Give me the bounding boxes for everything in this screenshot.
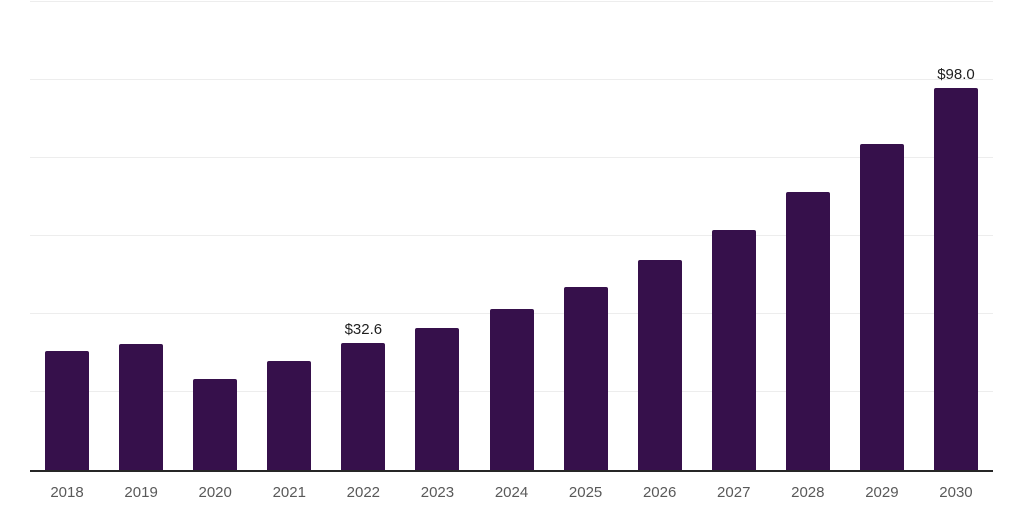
bar-2024 bbox=[489, 309, 534, 470]
bar-2028 bbox=[785, 191, 830, 470]
x-tick-label-2027: 2027 bbox=[717, 484, 751, 501]
band-2027 bbox=[697, 2, 771, 470]
x-tick-label-2028: 2028 bbox=[791, 484, 825, 501]
bar-value-label-2030: $98.0 bbox=[937, 65, 975, 83]
bar-2030 bbox=[933, 87, 978, 470]
band-2019 bbox=[104, 2, 178, 470]
bar-2023 bbox=[415, 328, 460, 470]
bar-2025 bbox=[563, 286, 608, 470]
x-tick-label-2025: 2025 bbox=[568, 484, 603, 501]
x-tick-label-2024: 2024 bbox=[494, 484, 529, 501]
x-tick-label-2026: 2026 bbox=[642, 484, 677, 501]
bar-2019 bbox=[119, 343, 164, 470]
band-2028 bbox=[771, 2, 845, 470]
band-2030: $98.0 bbox=[919, 2, 993, 470]
band-2025 bbox=[549, 2, 623, 470]
bar-2022 bbox=[341, 342, 386, 470]
bar-2029 bbox=[859, 144, 904, 470]
bar-2026 bbox=[637, 259, 682, 470]
gridline-60 bbox=[30, 235, 993, 236]
x-tick-label-2021: 2021 bbox=[272, 484, 306, 501]
x-tick-label-2019: 2019 bbox=[124, 484, 158, 501]
band-2021 bbox=[252, 2, 326, 470]
bar-value-label-2022: $32.6 bbox=[344, 320, 383, 338]
bar-2020 bbox=[193, 379, 238, 470]
band-2020 bbox=[178, 2, 252, 470]
gridline-100 bbox=[30, 79, 993, 80]
bar-2018 bbox=[45, 351, 90, 470]
x-tick-label-2030: 2030 bbox=[939, 484, 973, 501]
plot-area: $32.6 $98.0 bbox=[30, 1, 993, 472]
gridline-80 bbox=[30, 157, 993, 159]
band-2022: $32.6 bbox=[326, 2, 400, 470]
band-2024 bbox=[474, 2, 548, 470]
bar-2021 bbox=[267, 361, 312, 470]
x-tick-label-2022: 2022 bbox=[346, 484, 381, 501]
x-tick-label-2018: 2018 bbox=[50, 484, 84, 501]
x-tick-label-2029: 2029 bbox=[865, 484, 899, 501]
band-2023 bbox=[400, 2, 474, 470]
x-tick-label-2023: 2023 bbox=[420, 484, 455, 501]
x-tick-label-2020: 2020 bbox=[198, 484, 232, 501]
band-2026 bbox=[623, 2, 697, 470]
band-2018 bbox=[30, 2, 104, 470]
band-2029 bbox=[845, 2, 919, 470]
gridline-120 bbox=[30, 1, 993, 2]
bar-2027 bbox=[711, 229, 756, 470]
bars-layer: $32.6 $98.0 bbox=[30, 2, 993, 470]
x-axis: 2018 2019 2020 2021 2022 2023 2024 2025 2026 2027… bbox=[30, 484, 993, 502]
